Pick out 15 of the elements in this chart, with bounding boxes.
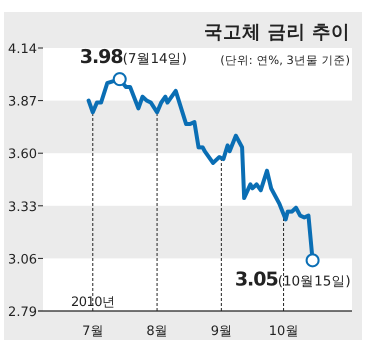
y-tick-label: 3.87: [8, 94, 37, 110]
chart-title: 국고체 금리 추이: [204, 22, 350, 43]
x-tick-label: 8월: [146, 324, 168, 339]
annotation: 3.98(7월14일): [80, 46, 187, 68]
annotation: 3.05(10월15일): [234, 268, 351, 290]
y-tick-label: 2.79: [8, 305, 37, 320]
x-tick-label: 10월: [268, 324, 298, 339]
y-tick-label: 3.06: [8, 252, 37, 268]
x-tick-label: 7월: [82, 324, 104, 339]
y-tick-label: 4.14: [8, 42, 37, 57]
text: (단위: 연%, 3년물 기준): [220, 53, 350, 67]
y-tick-label: 3.60: [8, 147, 37, 162]
x-tick-label: 9월: [210, 324, 232, 339]
y-tick-label: 3.33: [8, 200, 37, 215]
annotation: 2010년: [70, 295, 115, 310]
